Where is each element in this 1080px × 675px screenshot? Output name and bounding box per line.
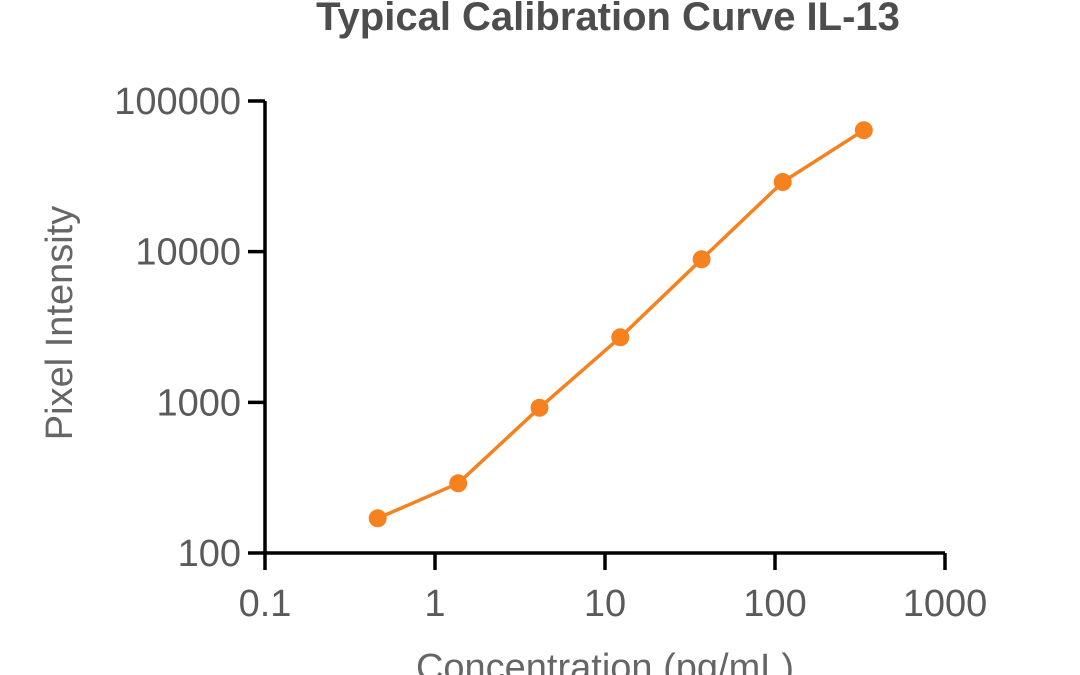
data-series xyxy=(368,121,873,528)
x-tick-label: 10 xyxy=(584,583,626,625)
chart-title: Typical Calibration Curve IL-13 xyxy=(316,0,900,39)
data-point xyxy=(449,474,468,493)
tick-marks xyxy=(248,99,947,570)
data-point xyxy=(611,328,630,347)
data-point xyxy=(773,173,792,191)
y-tick-label: 100000 xyxy=(114,81,241,123)
data-point xyxy=(854,121,873,140)
x-axis-label: Concentration (pg/mL) xyxy=(416,647,794,675)
data-point xyxy=(530,398,549,417)
y-tick-label: 100 xyxy=(178,533,241,575)
x-tick-label: 1000 xyxy=(903,583,988,625)
tick-labels: 100 1000 10000 100000 0.1 1 10 100 1000 xyxy=(114,81,987,625)
data-point xyxy=(368,509,387,528)
x-tick-label: 1 xyxy=(424,583,445,625)
data-point xyxy=(692,250,711,269)
y-tick-label: 10000 xyxy=(135,232,241,274)
x-tick-label: 0.1 xyxy=(239,583,292,625)
axes xyxy=(263,101,945,555)
x-tick-label: 100 xyxy=(743,583,806,625)
series-line xyxy=(377,128,865,520)
y-tick-label: 1000 xyxy=(156,382,241,424)
y-axis-label: Pixel Intensity xyxy=(39,206,81,440)
